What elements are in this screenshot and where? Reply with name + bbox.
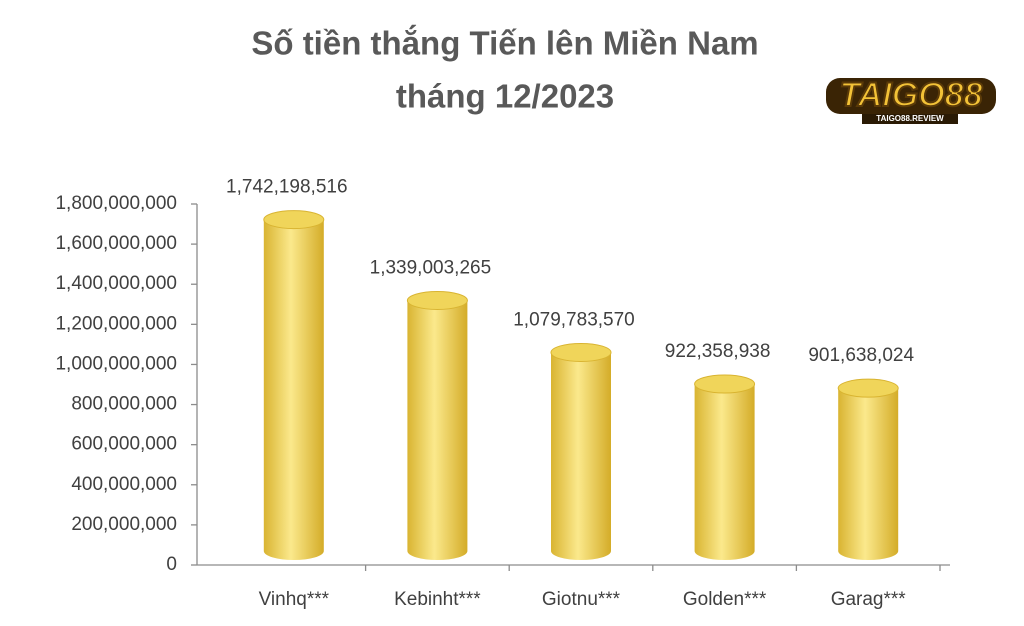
cylinder-body [263,219,324,560]
x-tick-label: Garag*** [831,589,907,610]
bar [694,374,756,560]
logo-subtext: TAIGO88.REVIEW [876,114,944,123]
logo-text: TAIGO88 [840,76,983,114]
y-tick-label: 1,000,000,000 [55,353,177,374]
cylinder-body [694,384,755,560]
cylinder-top [406,290,468,310]
y-tick-label: 1,600,000,000 [55,233,177,254]
x-tick-label: Kebinht*** [394,589,481,610]
x-tick-label: Golden*** [683,589,767,610]
data-label: 1,339,003,265 [370,257,492,278]
y-tick-label: 200,000,000 [71,514,177,535]
y-tick-label: 1,400,000,000 [55,273,177,294]
y-tick-label: 800,000,000 [71,394,177,415]
logo-strip [862,114,958,124]
bar [406,290,468,560]
cylinder-top [550,342,612,362]
cylinder-top [694,374,756,394]
cylinder-body [838,388,899,560]
logo-bg [826,78,996,114]
data-label: 901,638,024 [808,345,914,366]
cylinder-top [263,210,325,230]
y-tick-label: 1,200,000,000 [55,313,177,334]
x-tick-label: Vinhq*** [259,589,330,610]
data-label: 1,742,198,516 [226,177,348,198]
chart-title: Số tiền thắng Tiến lên Miền Nam [251,25,758,62]
y-tick-label: 600,000,000 [71,434,177,455]
bar [263,210,325,560]
y-tick-label: 1,800,000,000 [55,193,177,214]
logo: TAIGO88 TAIGO88.REVIEW [826,75,996,124]
cylinder-body [551,352,611,560]
y-tick-label: 0 [166,554,177,575]
bar [837,378,899,560]
data-label: 1,079,783,570 [513,309,635,330]
y-tick-label: 400,000,000 [71,474,177,495]
bar [550,342,612,560]
data-label: 922,358,938 [665,341,771,362]
x-tick-label: Giotnu*** [542,589,621,610]
cylinder-body [407,300,468,560]
chart-subtitle: tháng 12/2023 [396,78,614,115]
cylinder-top [837,378,899,398]
